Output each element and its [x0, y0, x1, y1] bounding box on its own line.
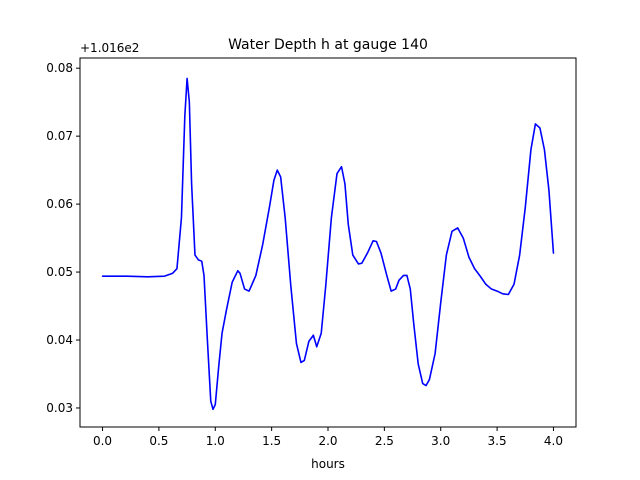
x-tick-label: 4.0 [544, 434, 563, 448]
x-tick-label: 3.0 [431, 434, 450, 448]
y-axis-offset-label: +1.016e2 [80, 41, 139, 55]
y-tick-label: 0.03 [46, 401, 73, 415]
x-axis-label: hours [311, 457, 345, 471]
axes-frame [79, 57, 577, 428]
y-tick-label: 0.04 [46, 333, 73, 347]
x-axis-ticks: 0.0 0.5 1.0 1.5 2.0 2.5 3.0 3.5 4.0 [93, 427, 563, 448]
y-tick-label: 0.08 [46, 61, 73, 75]
plot-area [101, 77, 555, 411]
y-axis-ticks: 0.03 0.04 0.05 0.06 0.07 0.08 [46, 61, 80, 415]
y-tick-label: 0.07 [46, 129, 73, 143]
y-tick-label: 0.05 [46, 265, 73, 279]
x-tick-label: 1.0 [206, 434, 225, 448]
y-tick-label: 0.06 [46, 197, 73, 211]
x-tick-label: 1.5 [262, 434, 281, 448]
x-tick-label: 0.5 [149, 434, 168, 448]
x-tick-label: 2.0 [318, 434, 337, 448]
x-tick-label: 3.5 [488, 434, 507, 448]
x-tick-label: 2.5 [375, 434, 394, 448]
series-line-0 [101, 77, 555, 411]
chart-title: Water Depth h at gauge 140 [228, 37, 428, 53]
x-tick-label: 0.0 [93, 434, 112, 448]
